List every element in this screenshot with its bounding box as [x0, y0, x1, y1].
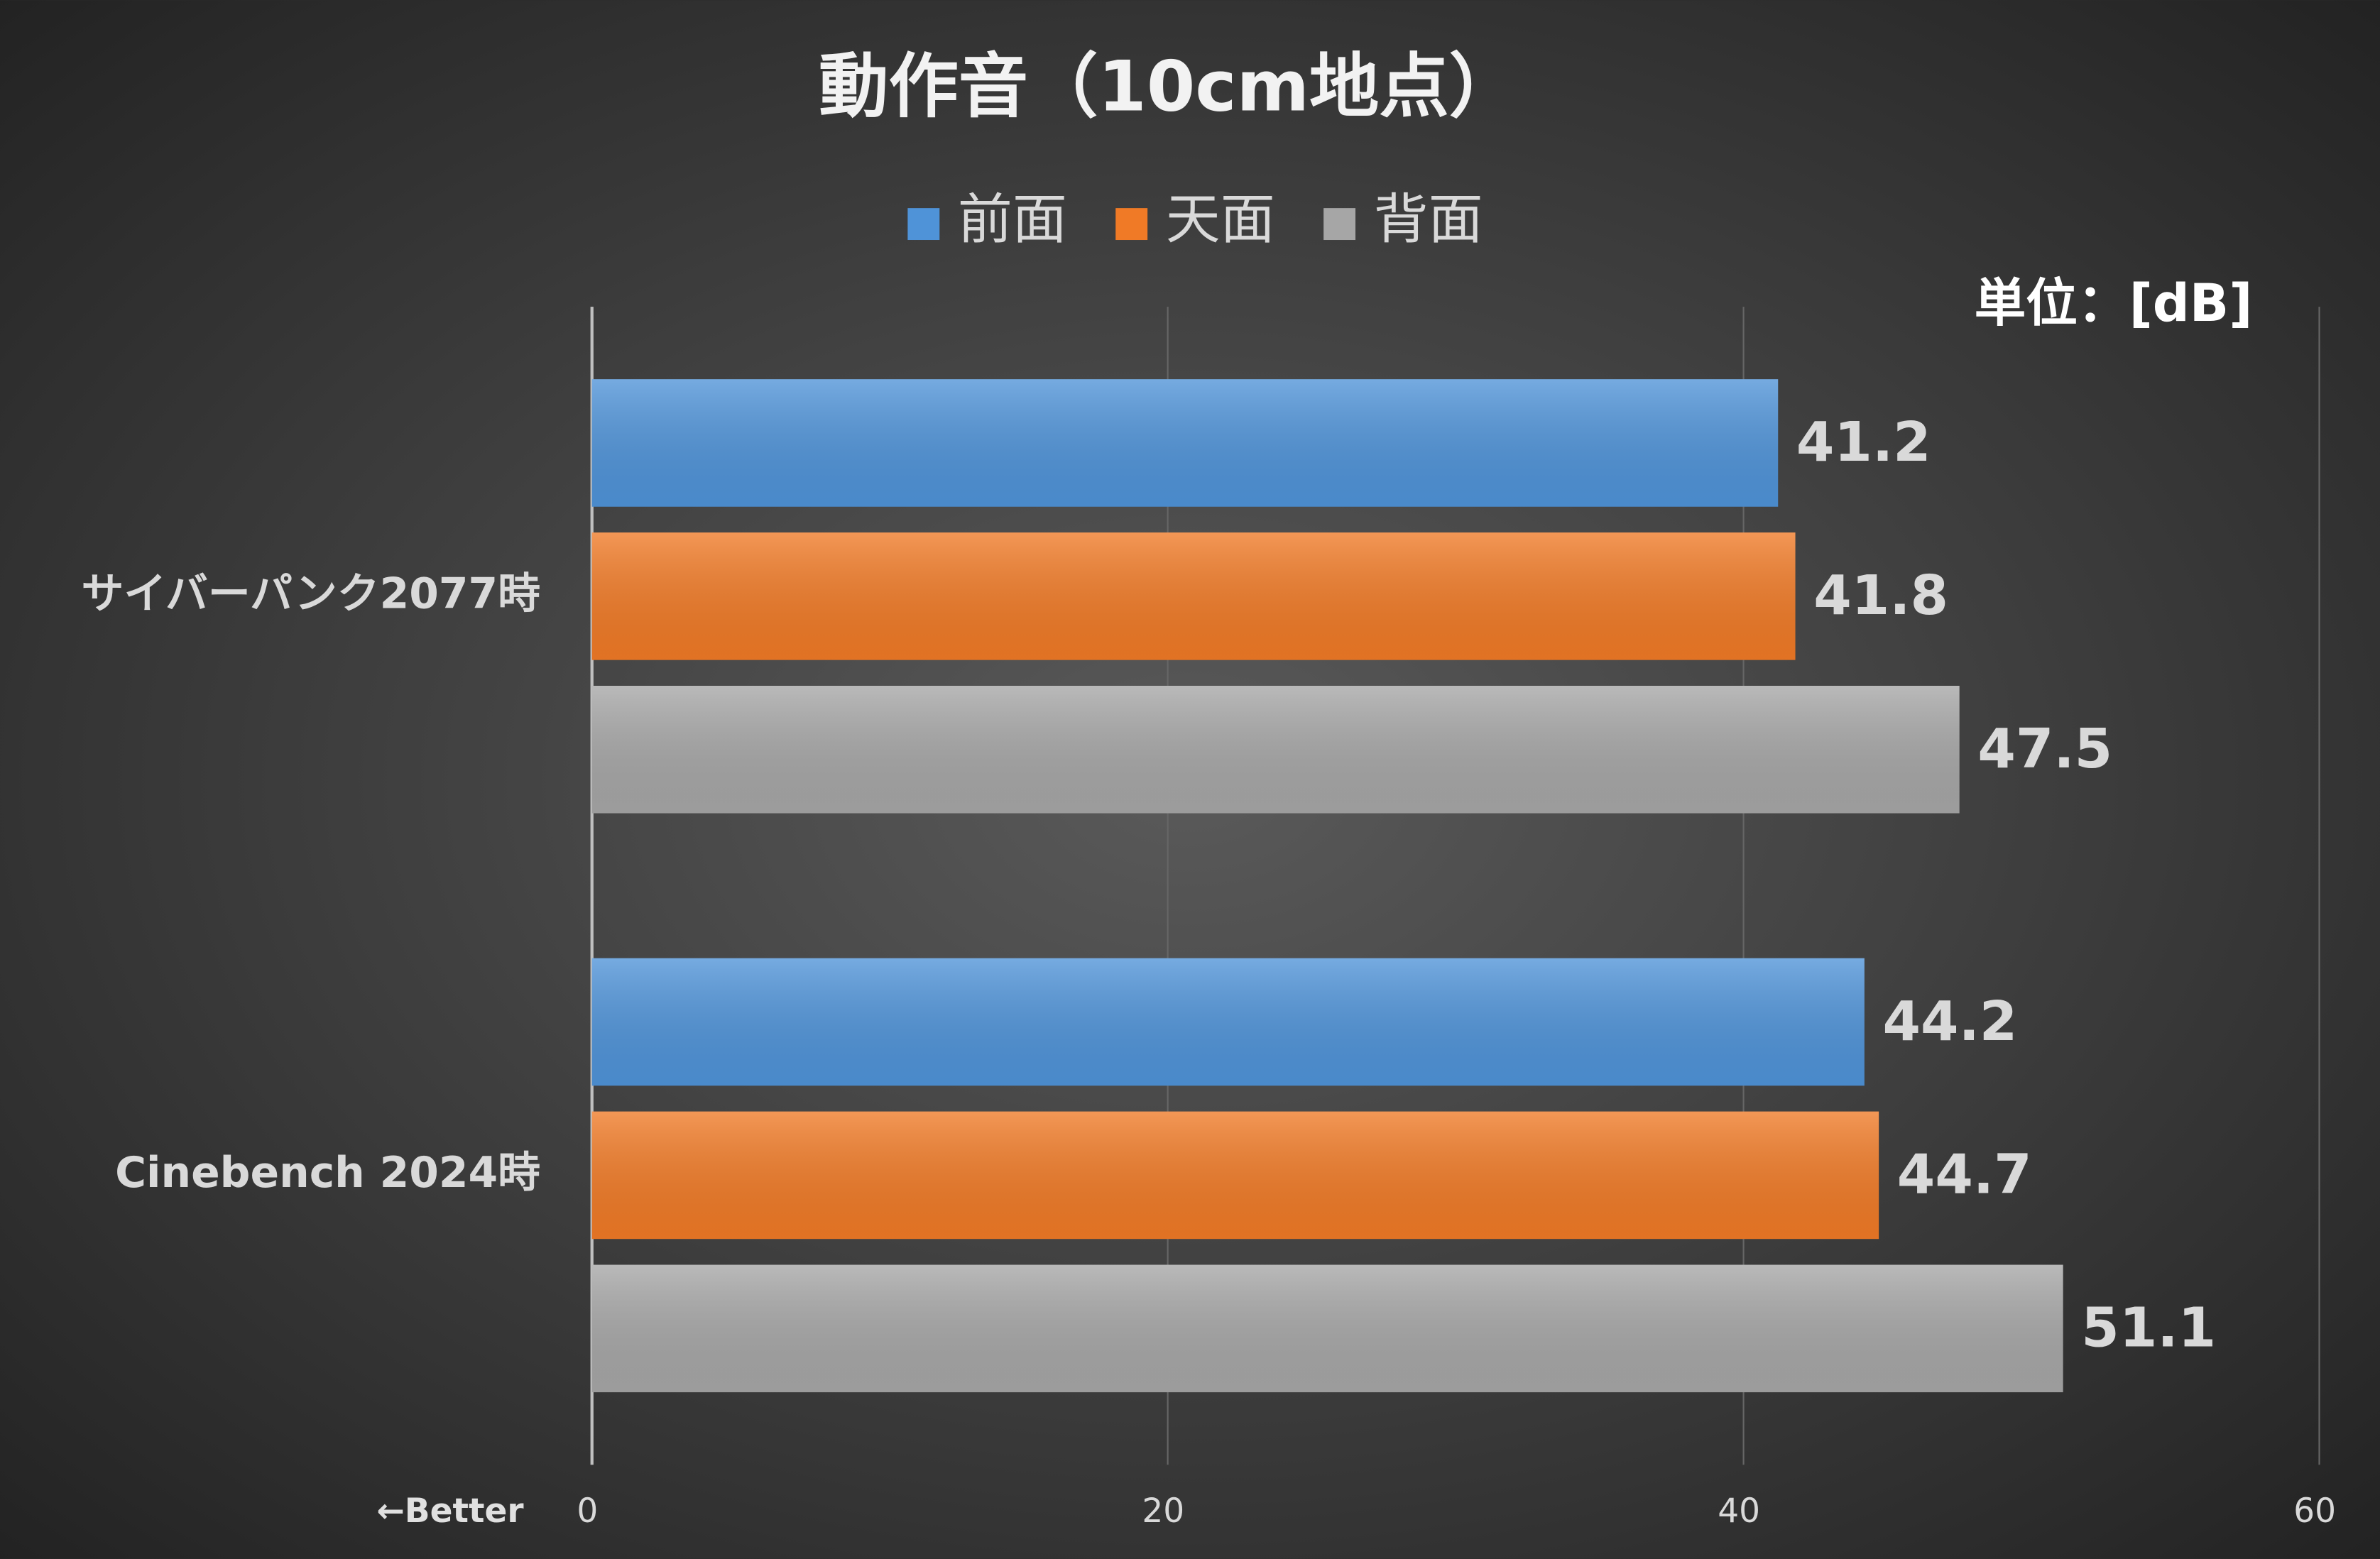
- bar: [591, 379, 1779, 507]
- value-label: 44.2: [1883, 990, 2018, 1054]
- legend-swatch: [1323, 208, 1356, 241]
- value-label: 44.7: [1897, 1144, 2032, 1207]
- value-label: 51.1: [2081, 1297, 2216, 1360]
- x-tick-label: 60: [2293, 1492, 2336, 1531]
- value-label: 47.5: [1977, 718, 2112, 781]
- bar: [591, 958, 1865, 1086]
- x-tick-label: 40: [1718, 1492, 1760, 1531]
- legend: 前面 天面 背面: [907, 188, 1483, 252]
- bar: [591, 1264, 2063, 1393]
- legend-label: 背面: [1374, 188, 1483, 251]
- legend-label: 前面: [958, 188, 1067, 251]
- bar: [591, 532, 1796, 660]
- y-tick-label: サイバーパンク2077時: [82, 569, 541, 618]
- chart-title: 動作音（10cm地点）: [819, 46, 1519, 127]
- legend-label: 天面: [1166, 188, 1275, 251]
- unit-label: 単位：[dB]: [1975, 274, 2253, 334]
- x-tick-label: 0: [577, 1492, 598, 1531]
- bar: [591, 1111, 1879, 1240]
- value-label: 41.8: [1813, 564, 1948, 628]
- legend-swatch: [1115, 208, 1148, 241]
- y-tick-label: Cinebench 2024時: [115, 1148, 540, 1198]
- direction-note: ←Better: [376, 1492, 524, 1531]
- value-label: 41.2: [1796, 411, 1931, 474]
- x-tick-label: 20: [1142, 1492, 1184, 1531]
- legend-swatch: [907, 208, 940, 241]
- bar: [591, 685, 1960, 814]
